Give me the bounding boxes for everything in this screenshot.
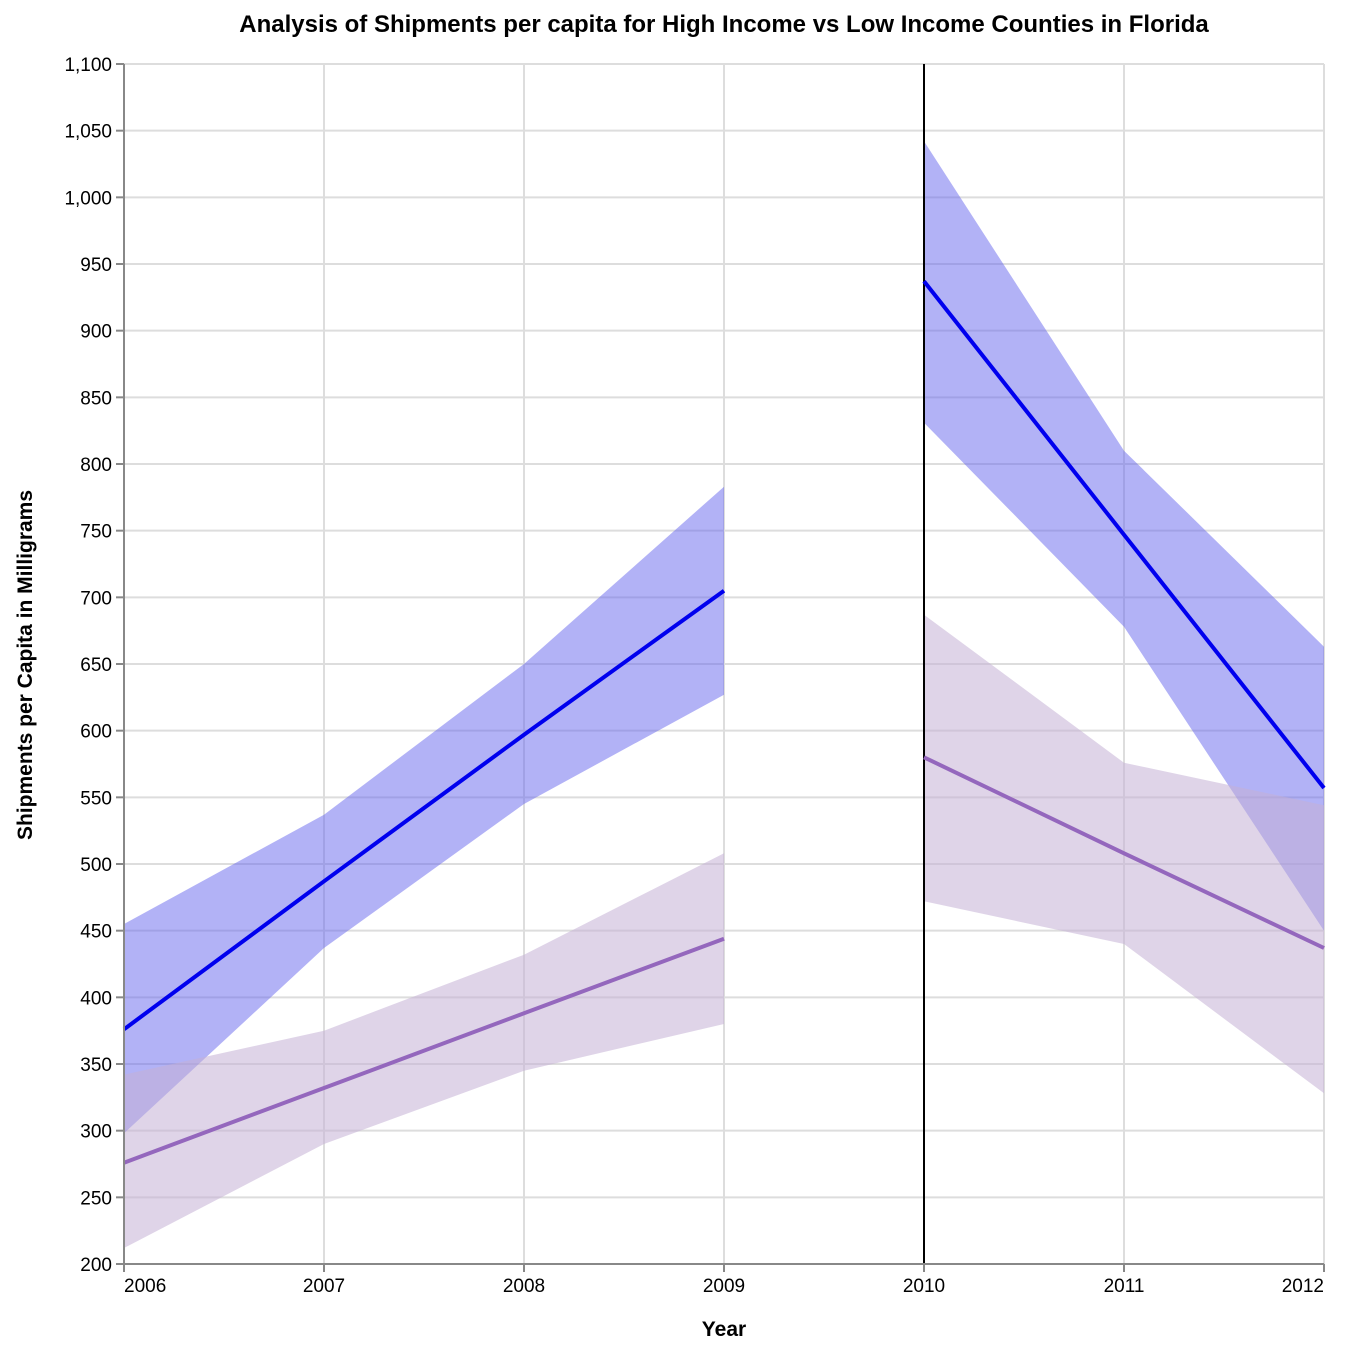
y-tick-label: 450: [80, 922, 112, 943]
x-tick-label: 2007: [303, 1276, 345, 1297]
y-tick-label: 300: [80, 1122, 112, 1143]
x-tick-label: 2010: [903, 1276, 945, 1297]
x-tick-label: 2011: [1104, 1276, 1145, 1297]
y-tick-label: 1,100: [64, 55, 112, 76]
x-tick-label: 2009: [703, 1276, 745, 1297]
y-tick-label: 550: [80, 788, 112, 809]
y-tick-label: 400: [80, 988, 112, 1009]
y-tick-label: 350: [80, 1055, 112, 1076]
y-tick-label: 750: [80, 522, 112, 543]
y-axis-title: Shipments per Capita in Milligrams: [14, 490, 37, 840]
x-axis-title: Year: [702, 1318, 746, 1341]
x-tick-label: 2006: [124, 1276, 166, 1297]
chart-title: Analysis of Shipments per capita for Hig…: [239, 11, 1209, 38]
y-tick-label: 800: [80, 455, 112, 476]
y-tick-label: 900: [80, 322, 112, 343]
y-tick-label: 250: [80, 1188, 112, 1209]
series-2-line-2: [923, 755, 1325, 950]
y-tick-label: 200: [80, 1255, 112, 1276]
series-2-line-1: [123, 936, 725, 1165]
y-tick-label: 1,000: [64, 188, 112, 209]
y-tick-label: 950: [80, 255, 112, 276]
trend-lines: [122, 280, 1326, 1165]
y-tick-label: 850: [80, 388, 112, 409]
x-tick-label: 2012: [1282, 1276, 1324, 1297]
series-1-line-1: [122, 589, 726, 1031]
x-tick-label: 2008: [503, 1276, 545, 1297]
y-tick-label: 500: [80, 855, 112, 876]
y-tick-label: 600: [80, 722, 112, 743]
y-tick-label: 650: [80, 655, 112, 676]
y-tick-label: 700: [80, 588, 112, 609]
series-1-line-2: [922, 280, 1326, 790]
y-tick-label: 1,050: [64, 122, 112, 143]
axes: 200 250 300 350 400 450 500 550 600 650 700 750 800 8…: [64, 55, 1325, 1297]
